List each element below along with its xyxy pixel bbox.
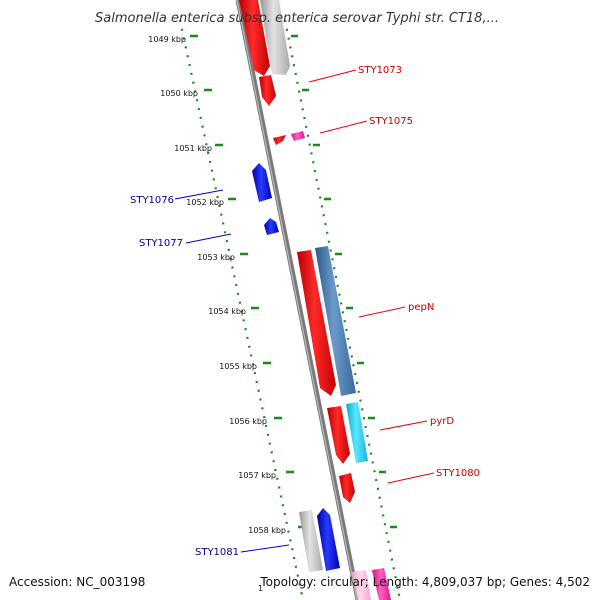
tick-label: 1057 kbp (238, 471, 276, 480)
tick-label: 1053 kbp (197, 253, 235, 262)
gene-label-sty1077[interactable]: STY1077 (139, 233, 232, 249)
svg-text:STY1075[interactable]: STY1075 (369, 116, 413, 127)
tick-label: 1054 kbp (208, 307, 246, 316)
gene-feature-pyrD-cyan[interactable] (346, 402, 368, 463)
tick-label: 1056 kbp (229, 417, 267, 426)
gene-label-sty1081[interactable]: STY1081 (195, 544, 290, 558)
svg-text:pyrD[interactable]: pyrD (430, 416, 454, 427)
scale-tick: 1056 kbp (229, 416, 282, 426)
svg-text:STY1076[interactable]: STY1076 (130, 195, 174, 206)
scale-tick: 1057 kbp (238, 470, 294, 480)
gene-label-sty1080[interactable]: STY1080 (387, 468, 480, 484)
gene-feature-lightpink-bottom[interactable] (352, 570, 371, 600)
tick-label: 1 (258, 584, 263, 593)
gene-feature-pink-bottom[interactable] (372, 568, 391, 600)
tick-label: 1050 kbp (160, 89, 198, 98)
gene-feature-sty1076[interactable] (252, 163, 272, 202)
gene-feature-sty1075-red[interactable] (273, 135, 286, 145)
svg-text:STY1073[interactable]: STY1073 (358, 65, 402, 76)
svg-text:STY1077[interactable]: STY1077 (139, 238, 183, 249)
svg-text:pepN[interactable]: pepN (408, 302, 434, 313)
scale-tick: 1052 kbp (186, 197, 236, 207)
tick-label: 1052 kbp (186, 198, 224, 207)
gene-features (239, 0, 391, 600)
topology-text: Topology: circular; Length: 4,809,037 bp… (259, 575, 590, 589)
gene-feature-sty1077[interactable] (264, 218, 279, 235)
genome-backbone (235, 0, 361, 600)
scale-tick: 1049 kbp (148, 34, 198, 44)
gene-feature-sty1075-pink[interactable] (291, 131, 305, 141)
svg-text:STY1080[interactable]: STY1080 (436, 468, 480, 479)
gene-feature-pseudo-bottom[interactable] (299, 510, 323, 572)
scale-tick: 1055 kbp (219, 361, 271, 371)
tick-label: 1058 kbp (248, 526, 286, 535)
gene-labels: STY1073 STY1075 STY1076 STY1077 pepN pyr… (130, 65, 480, 558)
map-title: Salmonella enterica subsp. enterica sero… (95, 11, 499, 26)
gene-label-sty1075[interactable]: STY1075 (319, 116, 413, 134)
gene-feature-sty1081[interactable] (317, 508, 340, 571)
tick-label: 1055 kbp (219, 362, 257, 371)
scale-tick: 1050 kbp (160, 88, 212, 98)
gene-feature-pseudo-top[interactable] (260, 0, 290, 75)
gene-feature-pepN-red[interactable] (297, 250, 336, 396)
gene-label-sty1073[interactable]: STY1073 (308, 65, 402, 83)
gene-label-sty1076[interactable]: STY1076 (130, 189, 224, 206)
gene-feature-pepN-steel[interactable] (315, 246, 356, 396)
gene-feature-sty1073[interactable] (239, 0, 270, 76)
tick-label: 1049 kbp (148, 35, 186, 44)
accession-text: Accession: NC_003198 (9, 575, 145, 589)
gene-feature-pyrD-red[interactable] (327, 406, 350, 464)
tick-label: 1051 kbp (174, 144, 212, 153)
scale-tick: 1 (258, 584, 263, 593)
scale-tick: 1058 kbp (248, 525, 306, 535)
scale-tick: 1053 kbp (197, 252, 248, 262)
gene-label-pyrD[interactable]: pyrD (379, 416, 454, 431)
gene-label-pepN[interactable]: pepN (358, 302, 434, 318)
scale-tick: 1054 kbp (208, 306, 259, 316)
gene-feature-red-small[interactable] (259, 75, 276, 106)
scale-tick: 1051 kbp (174, 143, 223, 153)
svg-text:STY1081[interactable]: STY1081 (195, 547, 239, 558)
scale-ticks: 1049 kbp 1050 kbp 1051 kbp 1052 kbp 1053… (148, 34, 397, 593)
gene-feature-sty1080[interactable] (339, 473, 355, 503)
